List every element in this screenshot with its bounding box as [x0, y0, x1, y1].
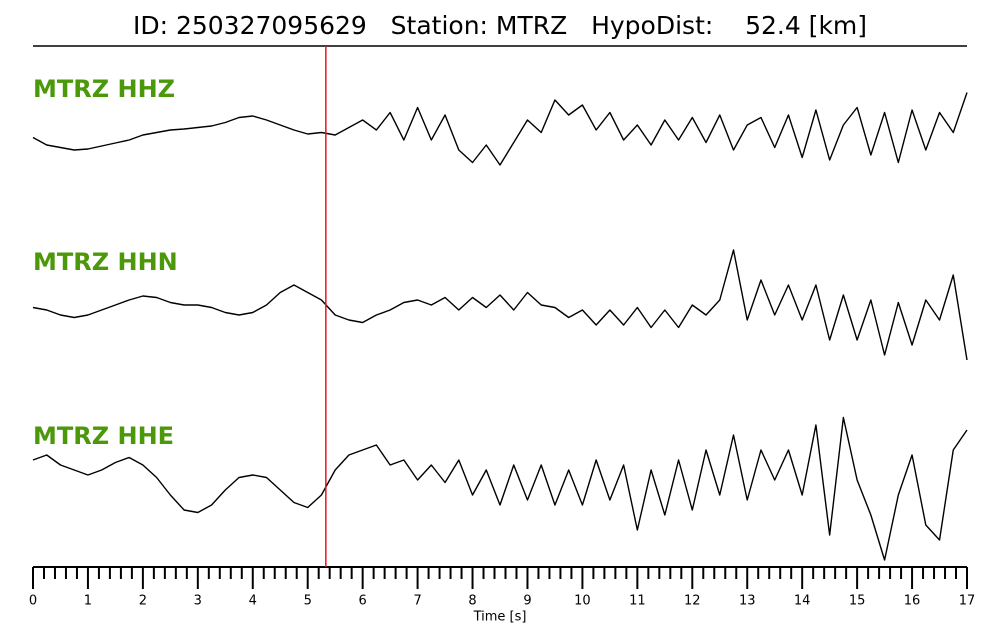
- x-tick-label: 1: [84, 594, 92, 609]
- trace-label: MTRZ HHZ: [33, 75, 175, 103]
- x-tick-label: 7: [413, 594, 421, 609]
- x-tick-label: 14: [794, 594, 811, 609]
- x-tick-label: 5: [304, 594, 312, 609]
- x-tick-label: 17: [959, 594, 976, 609]
- trace-label: MTRZ HHN: [33, 248, 178, 276]
- waveform: [32, 249, 968, 361]
- x-tick-label: 10: [574, 594, 591, 609]
- x-tick-label: 16: [904, 594, 921, 609]
- x-tick-label: 3: [194, 594, 202, 609]
- x-axis-label: Time [s]: [473, 610, 527, 625]
- x-tick-label: 0: [29, 594, 37, 609]
- x-tick-label: 13: [739, 594, 756, 609]
- x-tick-label: 4: [249, 594, 257, 609]
- x-tick-label: 12: [684, 594, 701, 609]
- x-tick-label: 9: [523, 594, 531, 609]
- x-tick-label: 2: [139, 594, 147, 609]
- trace-label: MTRZ HHE: [33, 422, 174, 450]
- x-tick-label: 15: [849, 594, 866, 609]
- waveform: [32, 92, 968, 166]
- x-tick-label: 6: [359, 594, 367, 609]
- chart-title: ID: 250327095629 Station: MTRZ HypoDist:…: [133, 11, 867, 40]
- waveform: [32, 416, 968, 561]
- x-tick-label: 8: [468, 594, 476, 609]
- x-tick-label: 11: [629, 594, 646, 609]
